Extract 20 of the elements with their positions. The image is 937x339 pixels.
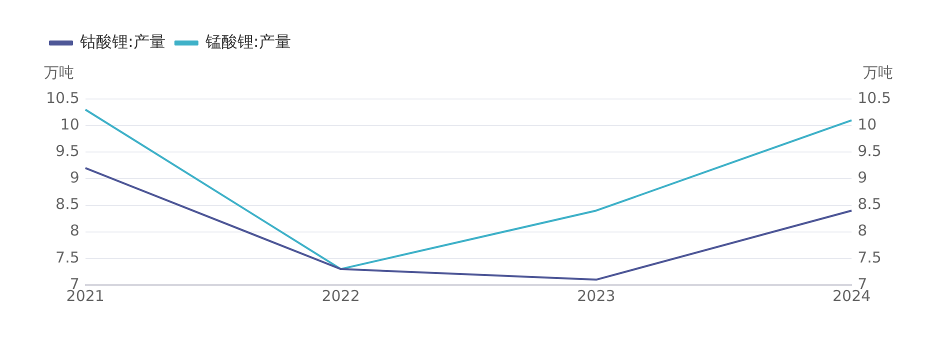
y-tick-label: 8 xyxy=(70,222,80,240)
x-tick-label: 2023 xyxy=(577,286,616,305)
y-tick-label: 9 xyxy=(70,168,80,187)
y2-tick-label: 9.5 xyxy=(858,142,882,160)
legend-label: 锰酸锂:产量 xyxy=(204,32,291,52)
y-tick-label: 7.5 xyxy=(56,248,80,266)
y-tick-label: 9.5 xyxy=(56,142,80,160)
y2-tick-label: 8 xyxy=(858,222,868,240)
y2-tick-label: 9 xyxy=(858,168,868,187)
y-tick-label: 8.5 xyxy=(56,195,80,214)
y-tick-label: 10 xyxy=(60,115,80,134)
y2-tick-label: 7.5 xyxy=(858,248,882,266)
y2-axis-title: 万吨 xyxy=(863,63,893,82)
y-tick-label: 10.5 xyxy=(46,88,80,107)
y2-tick-label: 10.5 xyxy=(858,88,892,107)
x-tick-label: 2022 xyxy=(322,286,360,305)
y-axis-title: 万吨 xyxy=(44,63,74,82)
y2-tick-label: 8.5 xyxy=(858,195,882,214)
legend-label: 钴酸锂:产量 xyxy=(79,32,166,52)
y2-tick-label: 10 xyxy=(858,115,877,134)
